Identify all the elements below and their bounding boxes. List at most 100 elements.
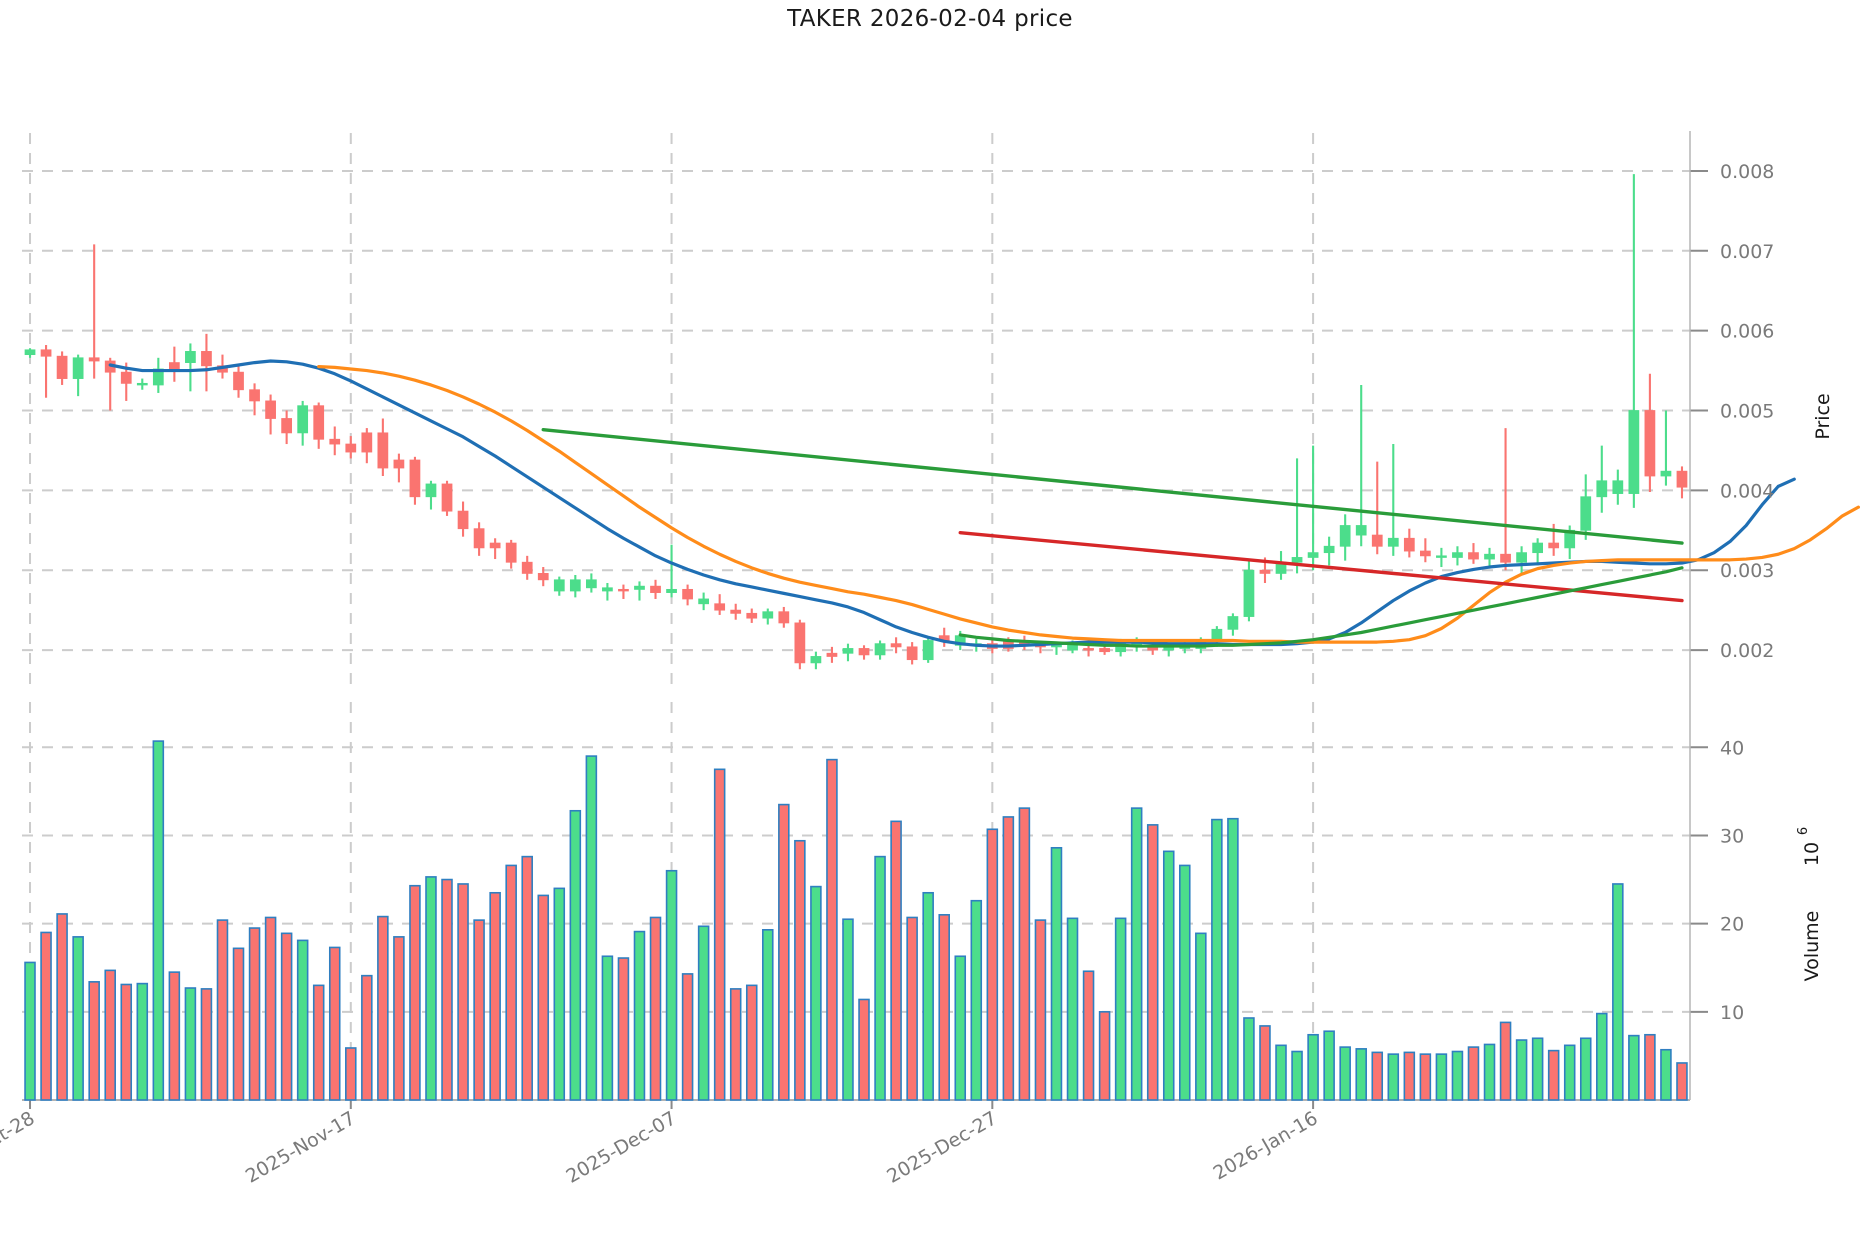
volume-bar[interactable] <box>1483 1043 1496 1101</box>
volume-bar[interactable] <box>649 916 662 1101</box>
volume-bar[interactable] <box>890 820 902 1101</box>
volume-bar[interactable] <box>1211 818 1223 1101</box>
candle-body[interactable] <box>24 349 36 356</box>
volume-bar[interactable] <box>1082 970 1095 1101</box>
volume-bar[interactable] <box>1596 1012 1608 1101</box>
volume-bar[interactable] <box>473 919 485 1101</box>
volume-bar[interactable] <box>425 876 437 1101</box>
candle-body[interactable] <box>666 588 677 593</box>
volume-bar[interactable] <box>88 981 100 1101</box>
volume-bar[interactable] <box>1227 817 1239 1101</box>
volume-bar[interactable] <box>922 891 934 1101</box>
candle-body[interactable] <box>313 405 325 440</box>
candle-body[interactable] <box>1291 557 1303 563</box>
volume-bar[interactable] <box>345 1047 357 1101</box>
volume-bar[interactable] <box>104 969 116 1101</box>
candle-body[interactable] <box>1484 553 1495 560</box>
candle-body[interactable] <box>1548 542 1560 549</box>
volume-bar[interactable] <box>1130 807 1143 1101</box>
volume-bar[interactable] <box>1259 1025 1271 1101</box>
volume-bar[interactable] <box>569 809 582 1101</box>
volume-bar[interactable] <box>1660 1048 1672 1101</box>
volume-bar[interactable] <box>248 927 261 1101</box>
candle-body[interactable] <box>1259 569 1271 574</box>
candle-body[interactable] <box>281 418 293 434</box>
volume-bar[interactable] <box>697 925 710 1101</box>
volume-bar[interactable] <box>1628 1034 1640 1101</box>
volume-bar[interactable] <box>1339 1046 1351 1101</box>
candle-body[interactable] <box>682 588 693 600</box>
volume-bar[interactable] <box>1531 1037 1544 1101</box>
volume-bar[interactable] <box>1098 1011 1111 1101</box>
candle-body[interactable] <box>1211 628 1223 641</box>
candle-body[interactable] <box>249 389 260 402</box>
volume-bar[interactable] <box>1579 1037 1592 1101</box>
volume-bar[interactable] <box>762 929 774 1101</box>
candle-body[interactable] <box>1532 542 1544 554</box>
candle-body[interactable] <box>1419 550 1431 557</box>
volume-bar[interactable] <box>457 883 469 1101</box>
volume-bar[interactable] <box>842 918 854 1101</box>
volume-bar[interactable] <box>184 987 197 1101</box>
candle-body[interactable] <box>1403 537 1415 552</box>
candle-body[interactable] <box>810 656 822 664</box>
volume-bar[interactable] <box>617 957 630 1101</box>
volume-bar[interactable] <box>906 916 918 1101</box>
candle-body[interactable] <box>874 643 886 656</box>
candle-body[interactable] <box>922 640 934 661</box>
candle-body[interactable] <box>1083 648 1094 651</box>
volume-bar[interactable] <box>1612 883 1624 1101</box>
candle-body[interactable] <box>746 612 758 619</box>
volume-bar[interactable] <box>1515 1039 1528 1101</box>
volume-bar[interactable] <box>601 955 614 1101</box>
candle-body[interactable] <box>120 371 132 384</box>
volume-bar[interactable] <box>986 828 999 1101</box>
candle-body[interactable] <box>345 443 357 453</box>
candle-body[interactable] <box>1644 410 1656 477</box>
candle-body[interactable] <box>1596 480 1608 498</box>
volume-bar[interactable] <box>136 982 149 1101</box>
candle-body[interactable] <box>1452 552 1463 558</box>
volume-bar[interactable] <box>489 891 501 1101</box>
volume-bar[interactable] <box>1499 1021 1512 1101</box>
candle-body[interactable] <box>618 588 629 592</box>
volume-bar[interactable] <box>938 914 950 1101</box>
candle-body[interactable] <box>1067 644 1078 651</box>
candle-body[interactable] <box>1387 537 1399 547</box>
volume-bar[interactable] <box>24 961 36 1101</box>
candle-body[interactable] <box>1307 552 1319 558</box>
volume-bar[interactable] <box>1050 846 1063 1101</box>
candle-body[interactable] <box>168 362 180 370</box>
candle-body[interactable] <box>1500 553 1511 563</box>
candle-body[interactable] <box>1339 525 1351 547</box>
candle-body[interactable] <box>361 432 373 453</box>
volume-bar[interactable] <box>409 884 421 1101</box>
volume-bar[interactable] <box>1547 1049 1560 1101</box>
volume-bar[interactable] <box>778 803 790 1101</box>
volume-bars-layer[interactable] <box>24 740 1688 1101</box>
candle-body[interactable] <box>1323 545 1335 554</box>
volume-bar[interactable] <box>1114 917 1127 1101</box>
volume-bar[interactable] <box>1387 1053 1400 1101</box>
candle-body[interactable] <box>1580 496 1592 531</box>
volume-bar[interactable] <box>1146 824 1159 1101</box>
volume-bar[interactable] <box>1243 1017 1255 1101</box>
candle-body[interactable] <box>505 542 517 563</box>
candle-body[interactable] <box>730 609 742 614</box>
candle-body[interactable] <box>201 351 212 367</box>
volume-bar[interactable] <box>1018 807 1031 1101</box>
candle-body[interactable] <box>906 646 918 661</box>
volume-bar[interactable] <box>1355 1048 1367 1101</box>
volume-bar[interactable] <box>56 913 68 1101</box>
volume-bar[interactable] <box>72 936 84 1101</box>
volume-bar[interactable] <box>553 887 566 1101</box>
candle-body[interactable] <box>88 357 100 362</box>
volume-bar[interactable] <box>1307 1033 1319 1101</box>
candle-body[interactable] <box>794 622 806 664</box>
volume-bar[interactable] <box>1644 1033 1656 1101</box>
volume-bar[interactable] <box>1435 1053 1448 1101</box>
candle-body[interactable] <box>1468 552 1479 560</box>
candlesticks-layer[interactable] <box>24 174 1688 670</box>
candle-body[interactable] <box>1436 555 1447 558</box>
candle-body[interactable] <box>72 357 84 379</box>
